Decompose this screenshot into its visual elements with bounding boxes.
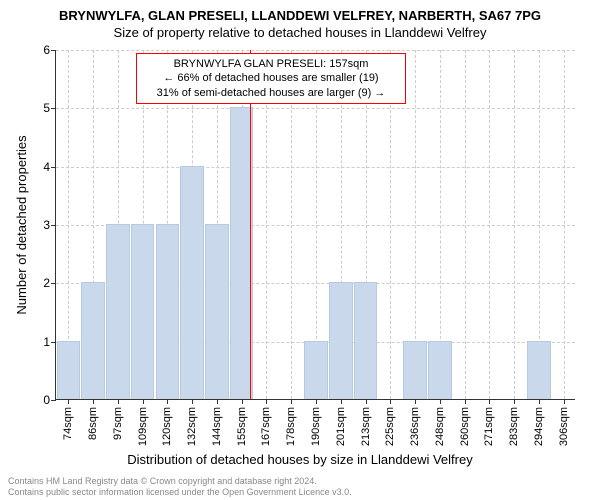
x-tick-mark [390, 399, 391, 404]
y-tick-mark [51, 225, 56, 226]
x-tick-label: 201sqm [335, 407, 347, 446]
attribution: Contains HM Land Registry data © Crown c… [8, 476, 352, 498]
histogram-bar [180, 166, 204, 399]
y-tick-label: 0 [43, 393, 50, 407]
x-tick-mark [440, 399, 441, 404]
x-tick-label: 248sqm [434, 407, 446, 446]
x-tick-label: 178sqm [285, 407, 297, 446]
y-tick-label: 4 [43, 160, 50, 174]
annotation-line: ← 66% of detached houses are smaller (19… [145, 71, 397, 85]
x-tick-label: 236sqm [409, 407, 421, 446]
y-axis-label: Number of detached properties [14, 135, 29, 314]
x-tick-label: 306sqm [558, 407, 570, 446]
x-tick-label: 271sqm [483, 407, 495, 446]
y-tick-label: 1 [43, 335, 50, 349]
histogram-bar [527, 341, 551, 399]
x-tick-mark [316, 399, 317, 404]
x-tick-mark [143, 399, 144, 404]
x-tick-label: 144sqm [211, 407, 223, 446]
x-tick-label: 260sqm [459, 407, 471, 446]
x-tick-mark [489, 399, 490, 404]
y-tick-mark [51, 342, 56, 343]
x-tick-label: 155sqm [236, 407, 248, 446]
x-tick-label: 86sqm [87, 407, 99, 440]
histogram-bar [57, 341, 81, 399]
x-tick-mark [341, 399, 342, 404]
x-tick-label: 294sqm [533, 407, 545, 446]
histogram-bar [156, 224, 180, 399]
y-tick-label: 3 [43, 218, 50, 232]
histogram-bar [205, 224, 229, 399]
y-tick-label: 6 [43, 43, 50, 57]
x-tick-label: 225sqm [384, 407, 396, 446]
x-tick-mark [266, 399, 267, 404]
histogram-bar [428, 341, 452, 399]
histogram-bar [106, 224, 130, 399]
chart-subtitle: Size of property relative to detached ho… [0, 23, 600, 40]
x-tick-label: 167sqm [260, 407, 272, 446]
chart-title: BRYNWYLFA, GLAN PRESELI, LLANDDEWI VELFR… [0, 0, 600, 23]
x-tick-label: 190sqm [310, 407, 322, 446]
histogram-bar [304, 341, 328, 399]
histogram-bar [131, 224, 155, 399]
x-tick-label: 74sqm [62, 407, 74, 440]
annotation-box: BRYNWYLFA GLAN PRESELI: 157sqm← 66% of d… [136, 53, 406, 104]
chart-container: BRYNWYLFA, GLAN PRESELI, LLANDDEWI VELFR… [0, 0, 600, 500]
y-tick-mark [51, 108, 56, 109]
x-tick-mark [118, 399, 119, 404]
y-tick-label: 5 [43, 101, 50, 115]
histogram-bar [329, 282, 353, 399]
x-tick-mark [291, 399, 292, 404]
x-tick-label: 120sqm [161, 407, 173, 446]
x-tick-label: 283sqm [508, 407, 520, 446]
plot-area: 012345674sqm86sqm97sqm109sqm120sqm132sqm… [55, 50, 575, 400]
x-tick-mark [514, 399, 515, 404]
x-tick-mark [564, 399, 565, 404]
attribution-line-1: Contains HM Land Registry data © Crown c… [8, 476, 352, 487]
x-tick-mark [242, 399, 243, 404]
x-tick-label: 109sqm [137, 407, 149, 446]
x-gridline [489, 50, 490, 399]
x-tick-mark [167, 399, 168, 404]
y-tick-mark [51, 167, 56, 168]
x-tick-label: 213sqm [360, 407, 372, 446]
x-tick-label: 132sqm [186, 407, 198, 446]
y-tick-mark [51, 283, 56, 284]
x-gridline [514, 50, 515, 399]
x-tick-mark [415, 399, 416, 404]
x-gridline [564, 50, 565, 399]
histogram-bar [354, 282, 378, 399]
x-gridline [465, 50, 466, 399]
x-tick-mark [192, 399, 193, 404]
x-tick-mark [465, 399, 466, 404]
histogram-bar [81, 282, 105, 399]
x-tick-mark [93, 399, 94, 404]
x-tick-mark [217, 399, 218, 404]
x-tick-mark [539, 399, 540, 404]
y-tick-mark [51, 400, 56, 401]
annotation-line: BRYNWYLFA GLAN PRESELI: 157sqm [145, 57, 397, 71]
histogram-bar [403, 341, 427, 399]
y-tick-mark [51, 50, 56, 51]
attribution-line-2: Contains public sector information licen… [8, 487, 352, 498]
x-tick-mark [68, 399, 69, 404]
y-tick-label: 2 [43, 276, 50, 290]
x-tick-mark [366, 399, 367, 404]
annotation-line: 31% of semi-detached houses are larger (… [145, 86, 397, 100]
x-axis-label: Distribution of detached houses by size … [0, 452, 600, 467]
x-tick-label: 97sqm [112, 407, 124, 440]
